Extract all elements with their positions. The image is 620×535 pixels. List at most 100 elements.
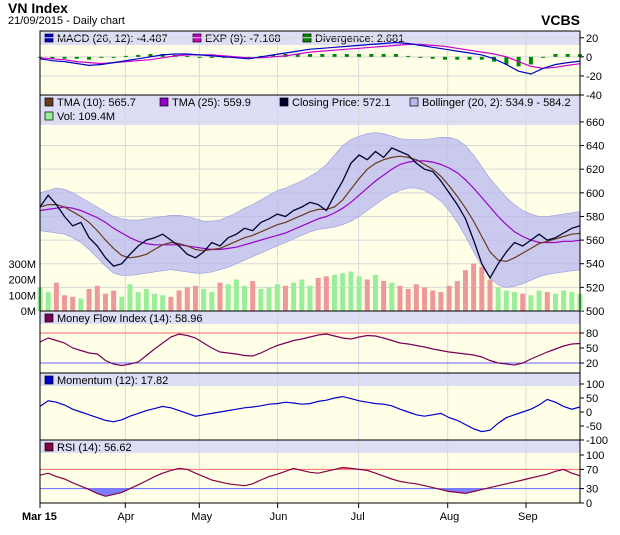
divergence-bar xyxy=(295,53,300,57)
legend-label: Vol: 109.4M xyxy=(57,111,115,123)
y-tick-label: 540 xyxy=(586,259,604,271)
y-tick-label: 20 xyxy=(586,33,598,45)
volume-bar xyxy=(250,281,256,311)
legend-label: Divergence: 2.681 xyxy=(315,33,404,45)
legend-label: TMA (25): 559.9 xyxy=(172,97,251,109)
volume-bar xyxy=(282,285,288,311)
volume-bar xyxy=(430,290,436,311)
volume-bar xyxy=(307,285,313,311)
chart-subtitle: 21/09/2015 - Daily chart xyxy=(8,15,125,27)
volume-bar xyxy=(446,285,452,311)
volume-bar xyxy=(323,276,329,311)
divergence-bar xyxy=(504,56,509,65)
volume-bar xyxy=(569,292,575,311)
rsi-line xyxy=(39,466,581,497)
legend-label: Closing Price: 572.1 xyxy=(292,97,390,109)
momentum-line xyxy=(39,395,581,433)
y-tick-label: 620 xyxy=(586,164,604,176)
volume-bar xyxy=(397,285,403,311)
divergence-bar xyxy=(443,56,447,60)
volume-bar xyxy=(332,274,338,311)
closing-price-line xyxy=(39,147,581,280)
volume-bar xyxy=(479,266,485,311)
legend-band xyxy=(40,95,580,125)
legend-label: Money Flow Index (14): 58.96 xyxy=(57,313,203,325)
volume-bar xyxy=(528,295,534,311)
y-tick-label: 520 xyxy=(586,282,604,294)
volume-bar xyxy=(561,290,567,311)
divergence-bar xyxy=(62,56,67,59)
y-tick-label: 80 xyxy=(586,328,598,340)
divergence-bar xyxy=(381,53,386,57)
y-tick-label: 100 xyxy=(586,450,604,462)
x-tick-label: Jun xyxy=(270,511,288,523)
volume-bar xyxy=(266,287,272,311)
volume-bar xyxy=(552,293,558,311)
divergence-bar xyxy=(148,53,153,57)
volume-bar xyxy=(102,293,108,311)
legend-label: RSI (14): 56.62 xyxy=(57,442,132,454)
mfi-line xyxy=(39,333,581,367)
volume-bar xyxy=(168,296,174,311)
legend-label: Momentum (12): 17.82 xyxy=(57,375,168,387)
volume-bar xyxy=(78,298,84,311)
brand-label: VCBS xyxy=(541,12,580,28)
legend-label: Bollinger (20, 2): 534.9 - 584.2 xyxy=(422,97,571,109)
macd-line xyxy=(39,41,581,75)
y-tick-label: 50 xyxy=(586,393,598,405)
divergence-bar xyxy=(197,56,202,58)
y-tick-label: 560 xyxy=(586,235,604,247)
divergence-bar xyxy=(136,54,141,57)
volume-bar xyxy=(315,277,321,311)
volume-bar xyxy=(225,284,231,311)
y-tick-label: 580 xyxy=(586,211,604,223)
rsi-oversold-fill xyxy=(97,488,106,497)
chart-title: VN Index xyxy=(8,0,68,16)
legend-swatch xyxy=(44,375,54,385)
exp-line xyxy=(39,43,581,69)
y-tick-label: 0 xyxy=(586,498,592,510)
legend-label: TMA (10): 565.7 xyxy=(57,97,136,109)
divergence-bar xyxy=(406,55,411,57)
divergence-bar xyxy=(357,53,362,57)
legend-label: MACD (26, 12): -4.487 xyxy=(57,33,168,45)
volume-bar xyxy=(495,287,501,311)
volume-tick-label: 300M xyxy=(8,259,36,271)
legend-swatch xyxy=(159,97,169,107)
volume-bar xyxy=(536,290,542,311)
volume-bar xyxy=(160,295,166,311)
divergence-bar xyxy=(308,53,312,57)
legend-band xyxy=(40,311,580,324)
volume-bar xyxy=(471,263,477,311)
volume-bar xyxy=(413,284,419,311)
volume-bar xyxy=(152,293,158,311)
volume-bar xyxy=(86,288,92,311)
volume-bar xyxy=(192,285,198,311)
x-tick-label: Aug xyxy=(440,511,460,523)
tma25-line xyxy=(39,160,581,251)
volume-bar xyxy=(503,290,509,311)
y-tick-label: 100 xyxy=(586,379,604,391)
divergence-bar xyxy=(393,53,398,57)
volume-bar xyxy=(299,279,305,311)
divergence-bar xyxy=(528,56,533,65)
divergence-bar xyxy=(369,53,374,57)
legend-swatch xyxy=(44,313,54,323)
y-tick-label: 70 xyxy=(586,464,598,476)
y-tick-label: -100 xyxy=(586,435,608,447)
volume-bar xyxy=(454,281,460,311)
divergence-bar xyxy=(320,53,325,57)
y-tick-label: 600 xyxy=(586,188,604,200)
x-tick-label: Apr xyxy=(117,511,134,523)
x-tick-label: Mar 15 xyxy=(22,511,57,523)
volume-bar xyxy=(111,290,117,311)
legend-swatch xyxy=(44,442,54,452)
divergence-bar xyxy=(74,56,79,59)
y-tick-label: -20 xyxy=(586,71,602,83)
y-tick-label: 20 xyxy=(586,358,598,370)
divergence-bar xyxy=(455,56,460,60)
volume-tick-label: 200M xyxy=(8,275,36,287)
divergence-bar xyxy=(553,53,558,57)
volume-bar xyxy=(233,279,239,311)
volume-tick-label: 100M xyxy=(8,290,36,302)
